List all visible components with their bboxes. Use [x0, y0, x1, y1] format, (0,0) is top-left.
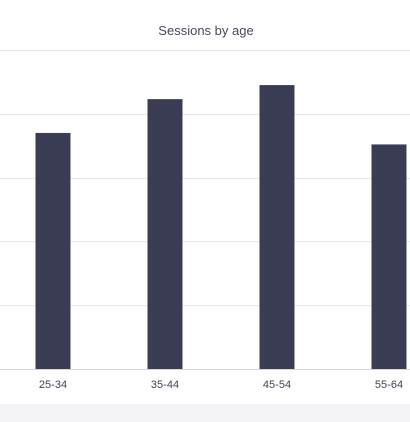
x-axis-ticks: 25-34 35-44 45-54 55-64 — [39, 379, 403, 391]
bars — [35, 85, 407, 369]
x-tick-label: 35-44 — [151, 379, 179, 391]
x-tick-label: 45-54 — [263, 379, 291, 391]
x-tick-label: 25-34 — [39, 379, 67, 391]
footer-band — [0, 404, 410, 422]
bar-45-54 — [259, 85, 295, 369]
bar-25-34 — [35, 132, 71, 369]
bar-55-64 — [371, 144, 407, 369]
x-tick-label: 55-64 — [375, 379, 403, 391]
bar-35-44 — [147, 99, 183, 369]
chart-title: Sessions by age — [158, 23, 253, 38]
